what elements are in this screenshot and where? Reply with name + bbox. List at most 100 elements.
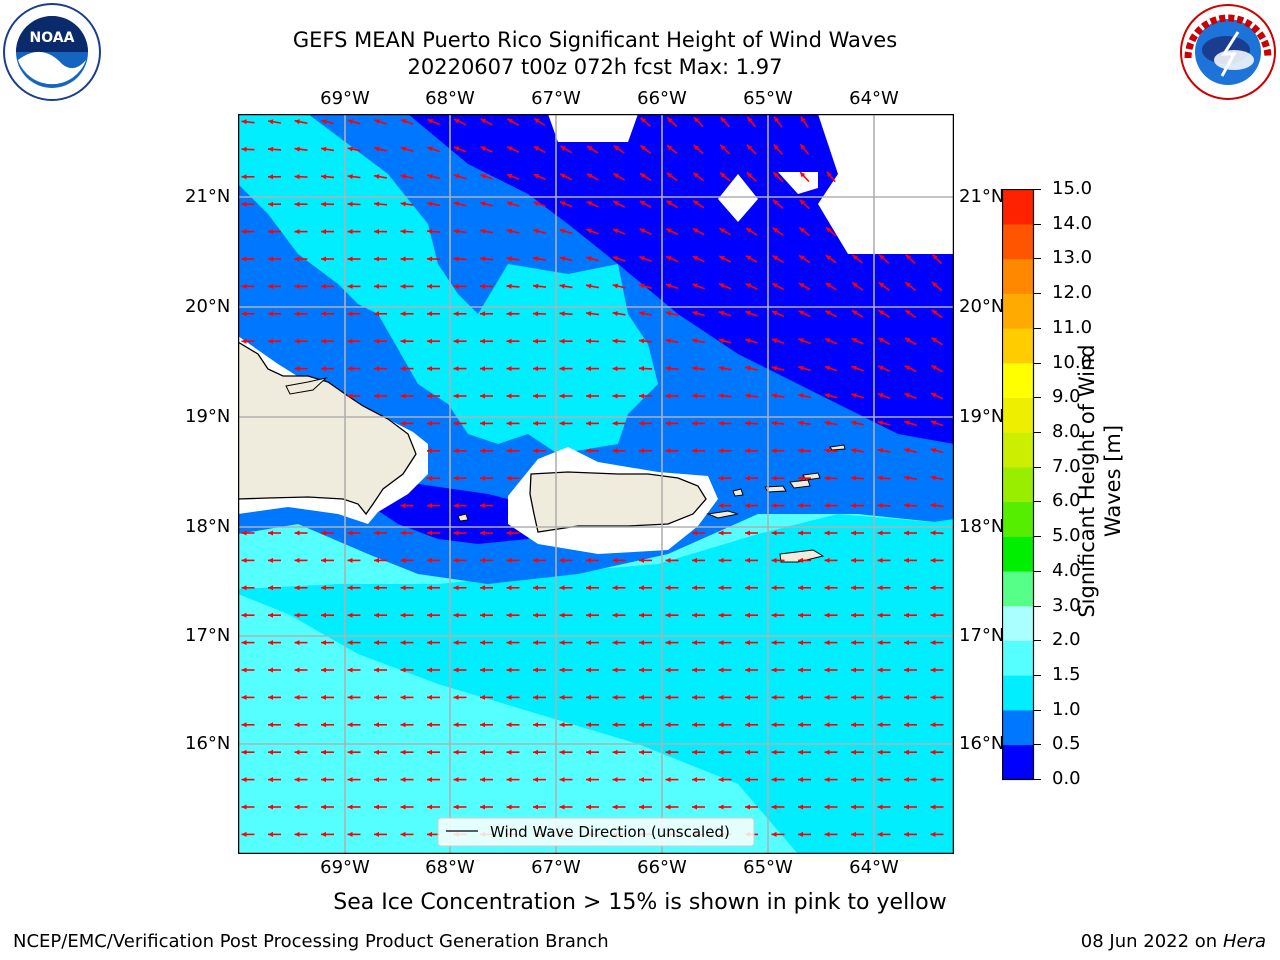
wind-arrow-head [400,749,406,755]
wind-arrow-head [506,420,512,426]
wind-arrow-head [771,585,777,591]
wind-arrow-head [639,694,644,700]
wind-arrow-head [586,585,591,591]
wind-arrow-head [612,612,618,618]
wind-arrow-head [745,530,750,536]
wind-arrow-head [745,365,751,371]
wind-arrow-head [347,804,353,810]
wind-arrow-head [453,420,459,426]
wind-arrow-head [506,612,512,618]
wind-arrow-head [374,557,379,563]
wind-arrow-head [639,448,644,454]
wind-arrow-head [878,338,884,343]
wind-arrow-head [294,311,300,317]
wind-arrow-head [559,366,565,372]
wind-arrow-head [321,338,326,344]
wind-arrow-head [851,310,858,316]
wind-arrow-head [294,338,300,344]
wind-arrow-head [824,448,830,454]
wind-arrow-head [427,503,432,509]
wind-arrow-head [506,201,513,207]
wind-arrow-head [720,172,726,178]
wind-arrow-head [374,694,379,700]
wind-arrow-head [586,311,592,317]
wind-arrow-head [241,530,247,536]
wind-arrow-head [347,694,353,700]
wind-arrow-head [771,338,778,344]
wind-arrow-head [851,667,856,673]
wind-arrow-head [904,365,911,371]
wind-arrow-head [374,174,380,179]
wind-arrow-head [533,173,540,179]
legend-label: Wind Wave Direction (unscaled) [490,823,730,841]
wind-arrow-head [533,585,538,591]
wind-arrow-head [905,254,912,260]
wind-arrow-head [692,393,698,399]
wind-arrow-head [612,366,618,372]
wind-arrow-head [507,146,513,151]
wind-arrow-head [745,612,750,618]
wind-arrow-head [586,640,591,646]
colorbar-tick-label: 9.0 [1052,386,1081,408]
wind-arrow-head [400,229,406,234]
wind-arrow-head [930,448,937,453]
wind-arrow-head [824,393,831,398]
wind-arrow-head [665,585,671,591]
wind-arrow-head [930,475,936,481]
wind-arrow-head [745,667,750,673]
wind-arrow-head [930,420,937,426]
wind-arrow-head [480,694,485,700]
wind-arrow-head [613,173,619,179]
wind-arrow-head [692,530,697,536]
noaa-logo: NOAA [2,2,102,102]
wind-arrow-head [851,640,856,646]
wind-arrow-head [400,311,406,317]
wind-arrow-head [374,393,379,399]
wind-arrow-head [374,530,379,536]
wind-arrow-head [612,256,619,261]
wind-arrow-head [851,749,856,755]
wind-arrow-head [480,804,485,810]
wind-arrow-head [586,283,592,289]
lat-label-left-16n: 16°N [185,733,231,754]
land-tortuga [285,377,328,395]
wind-arrow-head [639,228,646,234]
wind-arrow-head [453,777,459,783]
wind-arrow-head [347,777,353,783]
wind-arrow-head [718,667,724,673]
wind-arrow-head [480,640,485,646]
wind-arrow-head [665,722,671,728]
wind-arrow-head [824,503,830,509]
colorbar-segment [1002,640,1034,676]
wind-arrow-head [453,585,459,591]
wind-arrow-head [667,117,673,123]
wind-arrow-head [400,393,406,399]
wind-arrow-head [718,612,724,618]
wind-arrow-head [825,310,831,316]
wind-arrow-head [771,777,777,783]
wind-arrow-head [877,530,883,536]
wind-arrow-head [400,283,406,289]
colorbar-tick-label: 1.0 [1052,698,1081,720]
wind-arrow-head [453,201,460,207]
wind-arrow-head [427,311,432,317]
wind-arrow-head [745,722,750,728]
wind-arrow-head [826,171,832,178]
wind-arrow-head [851,557,856,563]
wind-arrow-head [905,282,911,288]
wind-arrow-head [612,722,618,728]
wind-arrow-head [427,338,432,344]
wind-arrow-head [666,173,673,178]
wind-arrow-head [665,338,671,344]
wind-arrow-head [480,311,485,317]
wind-arrow-head [321,694,326,700]
wind-arrow-head [718,694,724,700]
wind-arrow-head [800,144,806,150]
wind-arrow-head [453,311,459,317]
wind-arrow-head [506,777,512,783]
wind-arrow-head [693,145,700,151]
wind-arrow-head [268,722,273,728]
wind-arrow-head [480,777,485,783]
wind-arrow-head [798,338,804,343]
wind-arrow-head [930,557,936,563]
